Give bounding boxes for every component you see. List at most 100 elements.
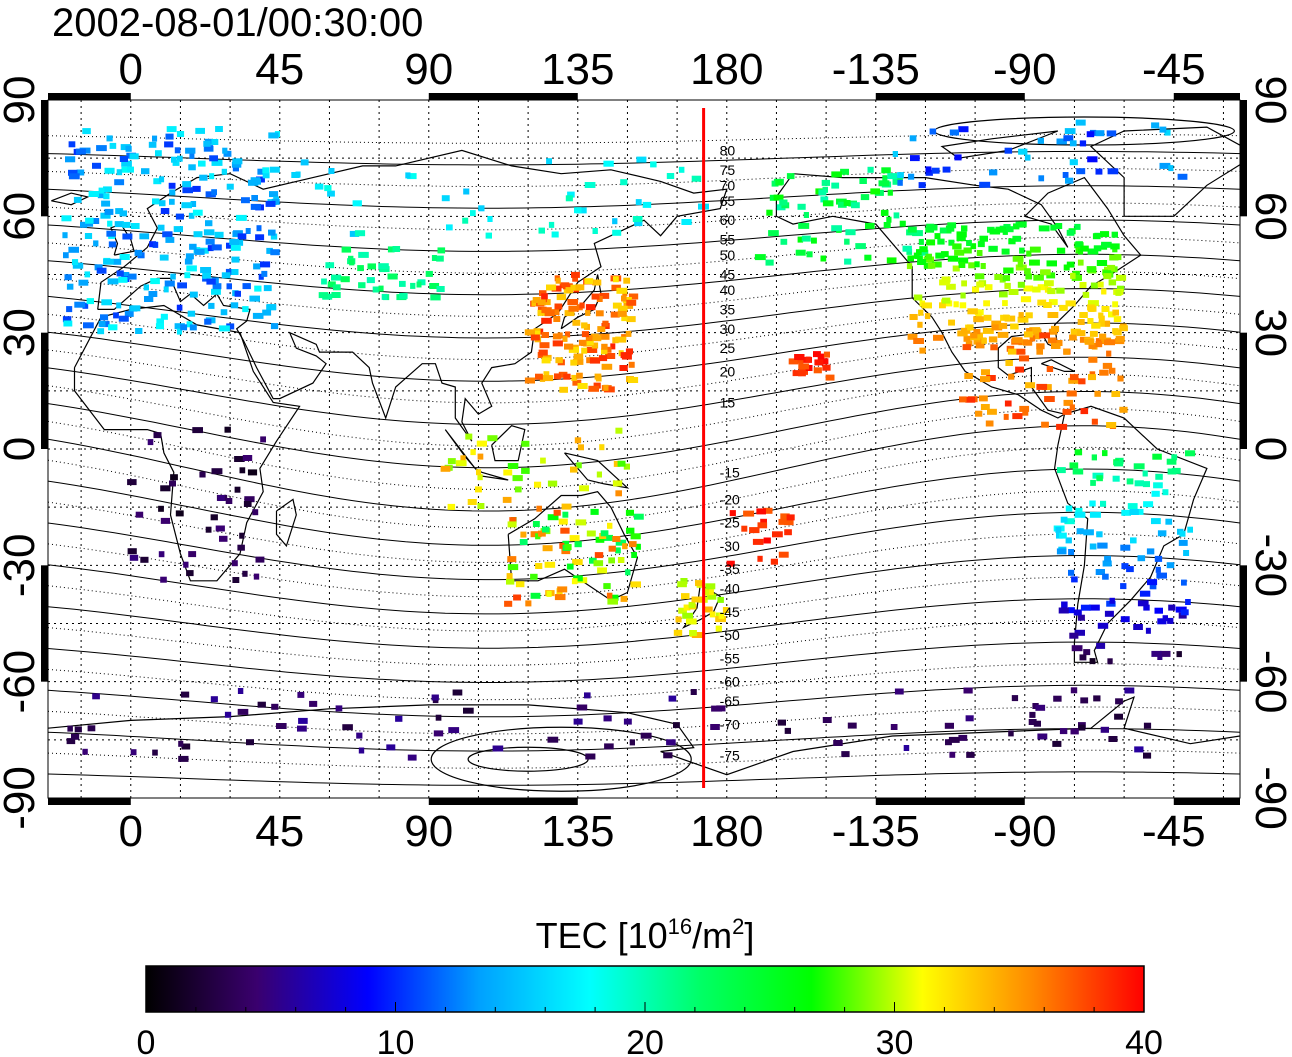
- tec-point-south-america: [1134, 480, 1144, 487]
- tec-point-indonesia: [561, 503, 572, 510]
- tec-point-europe: [107, 220, 113, 227]
- tec-point-north-america: [1110, 243, 1120, 250]
- tec-point-central-america: [975, 410, 983, 417]
- tec-point-australia: [509, 517, 517, 524]
- tec-point-europe: [209, 155, 218, 162]
- tec-point-north-america: [966, 240, 972, 246]
- tec-point-central-asia: [366, 277, 375, 284]
- tec-point-north-america: [1076, 330, 1086, 337]
- tec-point-antarctica: [710, 724, 720, 730]
- tec-point-indonesia: [467, 499, 477, 505]
- tec-point-europe: [192, 185, 201, 192]
- tec-point-australia: [600, 530, 609, 537]
- tec-point-central-asia: [430, 294, 441, 301]
- tec-point-europe: [141, 168, 150, 175]
- tec-point-antarctica: [237, 708, 249, 715]
- tec-point-east-asia: [599, 292, 610, 299]
- contour-label-south: -15: [720, 464, 740, 480]
- tec-point-central-asia: [318, 292, 329, 299]
- tec-point-europe: [172, 159, 180, 166]
- tec-point-north-america: [1107, 264, 1116, 271]
- eurasia-coast: [97, 149, 728, 442]
- tec-point-north-america: [1097, 281, 1104, 288]
- tec-point-east-asia: [556, 294, 567, 301]
- tec-point-central-america: [1036, 383, 1048, 390]
- tec-point-europe: [124, 310, 134, 317]
- tec-point-antarctica: [890, 724, 898, 730]
- tec-point-north-america: [1103, 273, 1112, 280]
- tec-point-australia: [610, 594, 619, 601]
- tec-point-europe: [101, 299, 112, 306]
- tec-point-europe: [106, 135, 113, 142]
- tec-point-north-america: [1018, 221, 1027, 228]
- tec-point-europe: [108, 241, 117, 248]
- tec-point-indonesia: [440, 465, 451, 472]
- top-lon-tick-label: 45: [255, 45, 304, 94]
- tec-point-alaska: [831, 225, 842, 232]
- tec-point-east-asia: [601, 343, 608, 350]
- colorbar-ticks: 0 10 20 30 40: [137, 1002, 1163, 1057]
- tec-point-east-asia: [532, 297, 541, 303]
- tec-point-antarctica: [1070, 687, 1078, 694]
- tec-point-arctic-scatter: [892, 151, 898, 157]
- tec-point-europe: [207, 245, 214, 252]
- tec-point-europe: [101, 200, 111, 207]
- tec-point-north-america: [994, 274, 1003, 280]
- tec-point-south-america: [1075, 507, 1083, 514]
- tec-point-europe: [84, 233, 93, 239]
- top-frame-bar: [875, 93, 1025, 100]
- tec-point-north-america: [995, 226, 1007, 233]
- colorbar-tick-label: 40: [1125, 1024, 1163, 1057]
- tec-point-east-asia: [627, 377, 639, 383]
- tec-point-central-america: [964, 373, 973, 379]
- tec-point-north-america: [1098, 312, 1104, 319]
- tec-point-europe: [66, 283, 74, 290]
- tec-point-north-america: [907, 333, 918, 340]
- tec-point-east-asia: [558, 371, 568, 378]
- tec-point-south-america: [1137, 555, 1146, 562]
- tec-point-australia: [631, 552, 637, 558]
- tec-point-new-zealand: [675, 616, 682, 623]
- tec-point-south-america: [1071, 576, 1078, 583]
- tec-point-africa: [255, 556, 265, 563]
- tec-point-antarctica: [237, 688, 244, 694]
- tec-point-siberia-scatter: [446, 224, 453, 231]
- tec-point-europe: [242, 283, 251, 290]
- tec-point-central-america: [980, 404, 990, 410]
- tec-point-central-america: [1106, 422, 1117, 428]
- tec-point-east-asia: [613, 276, 619, 283]
- tec-point-europe: [237, 233, 247, 240]
- tec-point-north-america: [931, 261, 942, 268]
- tec-point-alaska: [771, 180, 779, 187]
- tec-point-europe: [220, 309, 228, 316]
- tec-point-australia: [625, 509, 634, 516]
- tec-point-new-zealand: [686, 618, 697, 625]
- tec-point-alaska: [779, 199, 788, 206]
- tec-point-australia: [542, 526, 550, 533]
- tec-point-europe: [230, 302, 239, 309]
- tec-point-east-asia: [541, 293, 548, 300]
- tec-point-australia: [535, 533, 541, 540]
- tec-point-north-america: [1066, 229, 1075, 236]
- tec-point-europe: [209, 173, 215, 180]
- tec-point-east-asia: [573, 353, 584, 360]
- tec-point-africa: [252, 509, 259, 516]
- tec-point-east-asia: [628, 361, 635, 368]
- tec-point-east-asia: [541, 317, 552, 324]
- left-frame-bar: [41, 100, 48, 217]
- tec-point-indonesia: [574, 437, 582, 444]
- tec-point-antarctica: [663, 752, 673, 759]
- tec-point-europe: [103, 258, 114, 265]
- tec-point-europe: [260, 261, 271, 268]
- tec-point-siberia-scatter: [470, 210, 476, 217]
- tec-data-points: [61, 119, 1196, 762]
- tec-point-south-america: [1146, 548, 1155, 555]
- contour-label-north: 20: [720, 363, 736, 379]
- tec-point-alaska: [798, 222, 810, 229]
- tec-point-east-asia: [586, 357, 594, 364]
- tec-point-europe: [192, 209, 203, 216]
- top-frame-bar: [428, 93, 578, 100]
- contour-line: [48, 168, 1240, 187]
- tec-point-south-america: [1083, 529, 1094, 536]
- tec-point-north-america: [948, 319, 955, 326]
